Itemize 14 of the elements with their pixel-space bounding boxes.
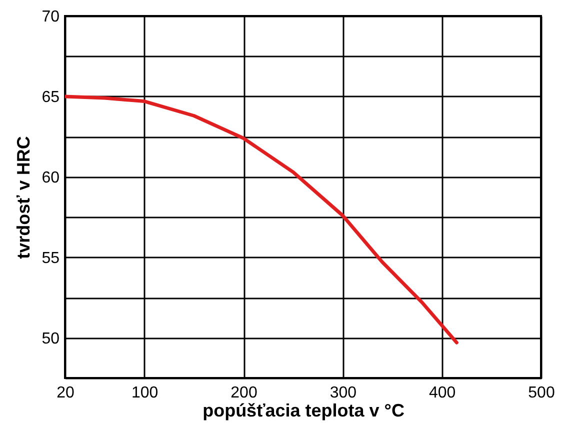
y-tick-label: 55: [42, 250, 60, 267]
y-tick-label: 60: [42, 169, 60, 186]
x-tick-label: 20: [56, 384, 74, 402]
x-tick-label: 400: [428, 384, 456, 402]
x-tick-label: 300: [330, 384, 357, 402]
x-tick-label: 200: [230, 384, 258, 402]
line-series: [65, 94, 458, 344]
y-tick-label: 50: [42, 330, 60, 348]
y-tick-label: 70: [42, 8, 60, 26]
y-tick-label: 65: [42, 88, 60, 106]
x-tick-label: 100: [131, 384, 158, 402]
y-axis-title: tvrdosť v HRC: [14, 136, 34, 259]
x-axis-title: popúšťacia teplota v °C: [202, 400, 404, 420]
x-tick-label: 500: [528, 384, 555, 402]
